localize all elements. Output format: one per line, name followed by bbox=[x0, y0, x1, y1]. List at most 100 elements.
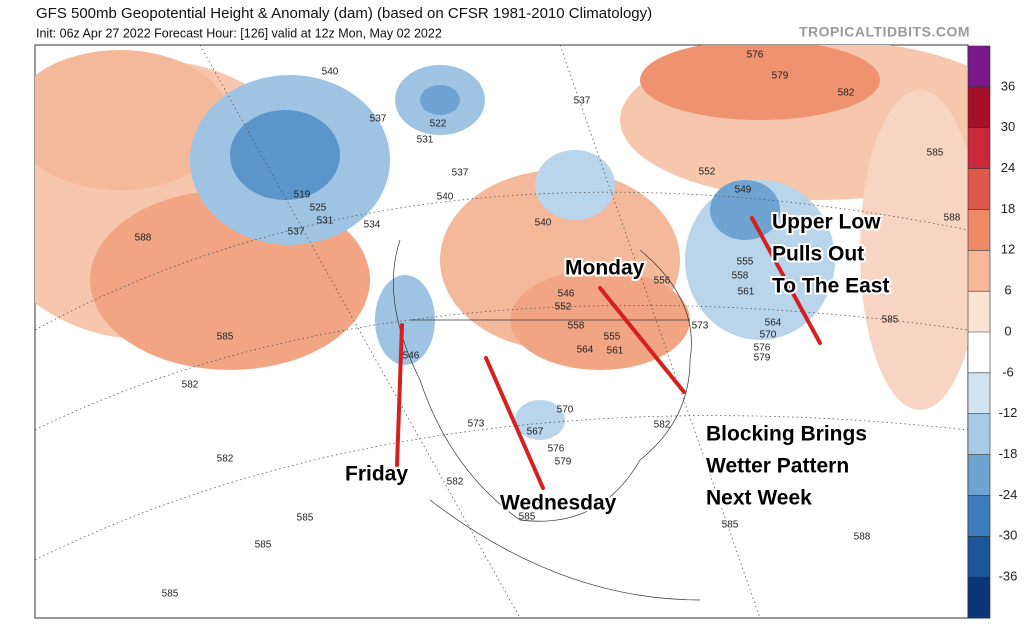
contour-label: 555 bbox=[737, 257, 754, 268]
contour-label: 558 bbox=[732, 271, 749, 282]
contour-label: 576 bbox=[548, 444, 565, 455]
contour-label: 567 bbox=[527, 427, 544, 438]
colorbar-tick-label: 18 bbox=[1001, 201, 1015, 216]
contour-label: 552 bbox=[699, 167, 716, 178]
contour-label: 588 bbox=[944, 213, 961, 224]
colorbar-cell bbox=[968, 250, 990, 292]
annotation-text: Wednesday bbox=[500, 492, 617, 515]
contour-label: 540 bbox=[437, 192, 454, 203]
contour-label: 522 bbox=[430, 119, 447, 130]
colorbar-cell bbox=[968, 372, 990, 415]
contour-label: 582 bbox=[217, 454, 234, 465]
contour-label: 582 bbox=[447, 477, 464, 488]
contour-label: 573 bbox=[468, 419, 485, 430]
colorbar-cell bbox=[968, 127, 990, 170]
colorbar-cell bbox=[968, 291, 990, 333]
site-credit: TROPICALTIDBITS.COM bbox=[799, 24, 970, 40]
colorbar-tick-label: 12 bbox=[1001, 242, 1015, 257]
contour-label: 537 bbox=[574, 96, 591, 107]
contour-label: 579 bbox=[772, 71, 789, 82]
contour-label: 531 bbox=[317, 216, 334, 227]
map: 5405225375315375765795825855885195255315… bbox=[34, 44, 969, 619]
annotation-text: Pulls Out bbox=[772, 243, 864, 266]
anomaly-field bbox=[35, 45, 968, 618]
colorbar-cell bbox=[968, 495, 990, 537]
annotation-text: Monday bbox=[565, 257, 645, 280]
colorbar-cell bbox=[968, 86, 990, 129]
contour-label: 576 bbox=[747, 50, 764, 61]
contour-label: 531 bbox=[417, 135, 434, 146]
contour-label: 585 bbox=[519, 512, 536, 523]
contour-label: 585 bbox=[217, 332, 234, 343]
contour-label: 573 bbox=[692, 321, 709, 332]
colorbar-tick-label: 0 bbox=[1004, 323, 1011, 338]
contour-label: 564 bbox=[765, 318, 782, 329]
colorbar-tick-label: 6 bbox=[1004, 283, 1011, 298]
annotation-arrows bbox=[395, 216, 822, 490]
contour-labels: 5405225375315375765795825855885195255315… bbox=[135, 50, 961, 600]
colorbar-cell bbox=[968, 46, 990, 88]
contour-label: 582 bbox=[654, 420, 671, 431]
colorbar-tick-label: 24 bbox=[1001, 160, 1015, 175]
colorbar-tick-label: 30 bbox=[1001, 119, 1015, 134]
contour-label: 585 bbox=[722, 520, 739, 531]
contour-label: 585 bbox=[297, 513, 314, 524]
annotation-text: Next Week bbox=[706, 487, 812, 510]
contour-label: 585 bbox=[255, 540, 272, 551]
contour-label: 552 bbox=[555, 302, 572, 313]
contour-label: 537 bbox=[288, 227, 305, 238]
colorbar-tick-label: -6 bbox=[1002, 364, 1014, 379]
colorbar-cell bbox=[968, 413, 990, 456]
colorbar-cell bbox=[968, 577, 990, 619]
contour-label: 540 bbox=[322, 67, 339, 78]
colorbar-cell bbox=[968, 454, 990, 496]
annotation-text: Friday bbox=[345, 463, 408, 486]
contour-label: 570 bbox=[557, 405, 574, 416]
subtitle: Init: 06z Apr 27 2022 Forecast Hour: [12… bbox=[36, 26, 442, 40]
colorbar-cell bbox=[968, 168, 990, 210]
contour-label: 585 bbox=[927, 148, 944, 159]
contour-label: 540 bbox=[535, 218, 552, 229]
contour-label: 588 bbox=[854, 532, 871, 543]
contour-label: 519 bbox=[294, 190, 311, 201]
title: GFS 500mb Geopotential Height & Anomaly … bbox=[36, 5, 652, 22]
annotation-text: Wetter Pattern bbox=[706, 455, 849, 478]
colorbar-tick-label: 36 bbox=[1001, 78, 1015, 93]
contour-label: 561 bbox=[607, 346, 624, 357]
colorbar-cell bbox=[968, 209, 990, 251]
contour-label: 558 bbox=[568, 321, 585, 332]
colorbar-tick-label: -30 bbox=[999, 528, 1018, 543]
colorbar-tick-label: -12 bbox=[999, 405, 1018, 420]
colorbar-tick-label: -36 bbox=[999, 569, 1018, 584]
colorbar-cell bbox=[968, 332, 990, 374]
contour-label: 537 bbox=[370, 114, 387, 125]
annotation-text: To The East bbox=[772, 275, 889, 298]
annotation-text: Upper Low bbox=[772, 211, 881, 234]
annotations: Upper Low Pulls Out To The East Monday Block… bbox=[343, 209, 891, 517]
contour-label: 570 bbox=[760, 330, 777, 341]
colorbar-tick-label: -24 bbox=[999, 487, 1018, 502]
contour-label: 546 bbox=[403, 351, 420, 362]
contour-label: 579 bbox=[555, 457, 572, 468]
contour-label: 534 bbox=[364, 220, 381, 231]
contour-label: 588 bbox=[135, 233, 152, 244]
contour-label: 525 bbox=[310, 203, 327, 214]
contour-label: 564 bbox=[577, 345, 594, 356]
contour-label: 546 bbox=[558, 289, 575, 300]
contour-label: 585 bbox=[162, 589, 179, 600]
annotation-text: Blocking Brings bbox=[706, 423, 867, 446]
contour-label: 576 bbox=[754, 343, 771, 354]
colorbar-cell bbox=[968, 536, 990, 578]
contour-label: 555 bbox=[604, 332, 621, 343]
contour-label: 561 bbox=[738, 287, 755, 298]
colorbar: 36 30 24 18 12 6 0 -6 -12 -18 -24 -30 -36 bbox=[967, 45, 1018, 619]
contour-label: 556 bbox=[654, 276, 671, 287]
contour-label: 582 bbox=[182, 380, 199, 391]
contour-label: 549 bbox=[735, 185, 752, 196]
colorbar-tick-label: -18 bbox=[999, 446, 1018, 461]
contour-label: 585 bbox=[882, 315, 899, 326]
contour-label: 579 bbox=[754, 353, 771, 364]
contour-label: 582 bbox=[838, 88, 855, 99]
contour-label: 537 bbox=[452, 168, 469, 179]
